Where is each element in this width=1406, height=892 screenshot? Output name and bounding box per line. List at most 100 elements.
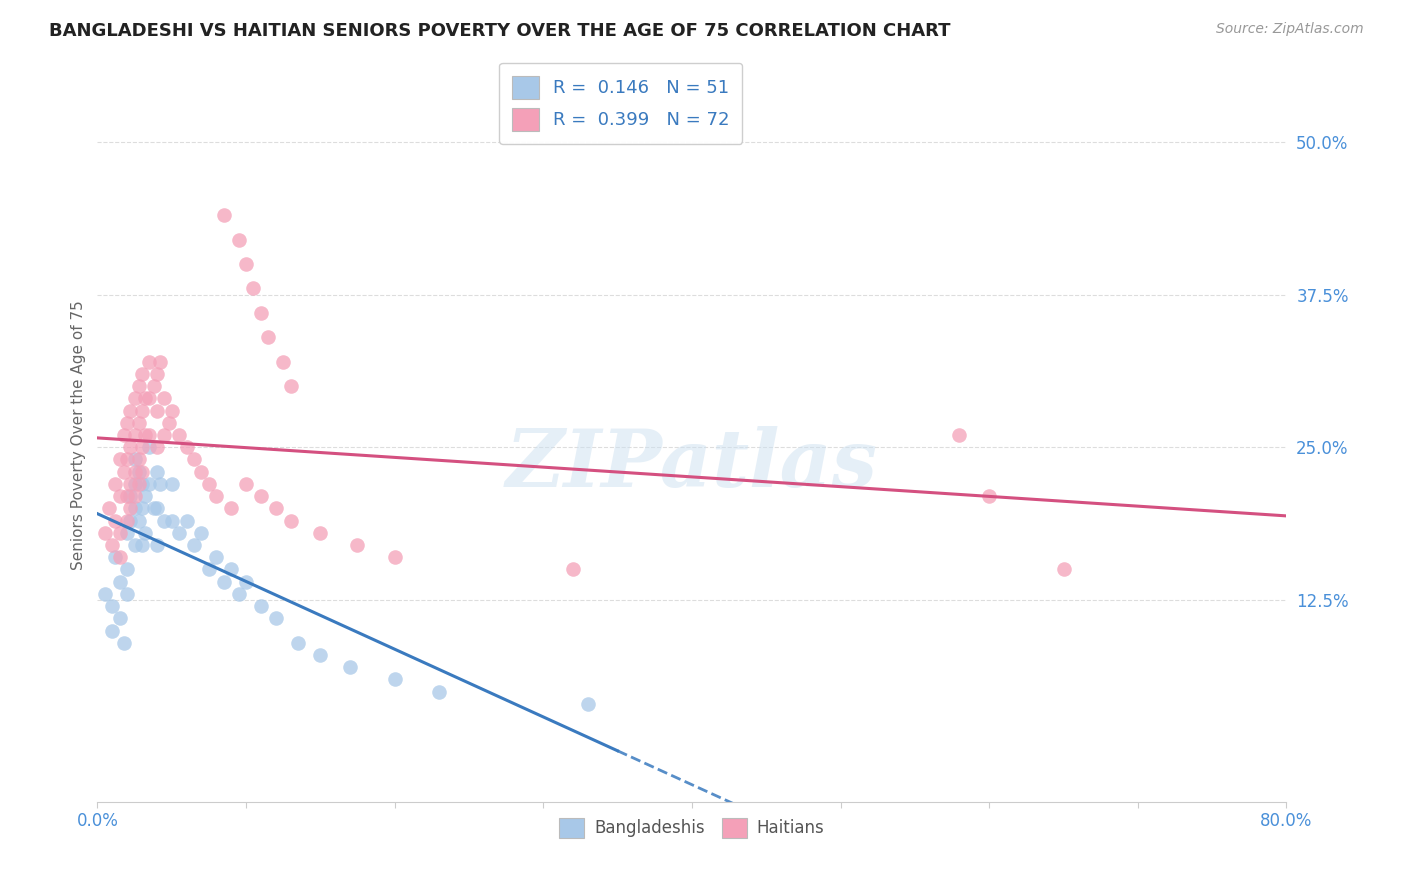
Point	[167, 525, 190, 540]
Point	[235, 477, 257, 491]
Point	[131, 538, 153, 552]
Point	[115, 452, 138, 467]
Point	[118, 514, 141, 528]
Point	[264, 501, 287, 516]
Point	[124, 392, 146, 406]
Point	[146, 501, 169, 516]
Point	[235, 574, 257, 589]
Point	[118, 403, 141, 417]
Point	[134, 525, 156, 540]
Point	[149, 355, 172, 369]
Point	[134, 392, 156, 406]
Point	[250, 489, 273, 503]
Point	[131, 477, 153, 491]
Point	[427, 684, 450, 698]
Point	[124, 501, 146, 516]
Point	[384, 673, 406, 687]
Point	[146, 403, 169, 417]
Point	[128, 477, 150, 491]
Point	[108, 525, 131, 540]
Point	[242, 281, 264, 295]
Y-axis label: Seniors Poverty Over the Age of 75: Seniors Poverty Over the Age of 75	[72, 301, 86, 570]
Text: ZIPatlas: ZIPatlas	[506, 425, 877, 503]
Point	[131, 465, 153, 479]
Point	[562, 562, 585, 576]
Point	[104, 514, 127, 528]
Point	[948, 428, 970, 442]
Point	[138, 428, 160, 442]
Point	[108, 550, 131, 565]
Point	[94, 525, 117, 540]
Point	[146, 367, 169, 381]
Point	[94, 587, 117, 601]
Point	[101, 538, 124, 552]
Point	[979, 489, 1001, 503]
Point	[138, 477, 160, 491]
Text: BANGLADESHI VS HAITIAN SENIORS POVERTY OVER THE AGE OF 75 CORRELATION CHART: BANGLADESHI VS HAITIAN SENIORS POVERTY O…	[49, 22, 950, 40]
Point	[115, 416, 138, 430]
Point	[167, 428, 190, 442]
Point	[219, 562, 242, 576]
Point	[138, 355, 160, 369]
Point	[115, 562, 138, 576]
Point	[124, 452, 146, 467]
Point	[183, 538, 205, 552]
Point	[142, 501, 165, 516]
Point	[112, 465, 135, 479]
Point	[104, 477, 127, 491]
Text: Source: ZipAtlas.com: Source: ZipAtlas.com	[1216, 22, 1364, 37]
Point	[101, 599, 124, 613]
Point	[271, 355, 294, 369]
Point	[264, 611, 287, 625]
Point	[138, 392, 160, 406]
Point	[212, 574, 235, 589]
Point	[101, 624, 124, 638]
Point	[250, 599, 273, 613]
Point	[142, 379, 165, 393]
Point	[98, 501, 121, 516]
Point	[112, 428, 135, 442]
Point	[124, 477, 146, 491]
Point	[112, 636, 135, 650]
Point	[280, 379, 302, 393]
Point	[176, 514, 198, 528]
Point	[128, 416, 150, 430]
Point	[198, 562, 221, 576]
Point	[134, 428, 156, 442]
Point	[257, 330, 280, 344]
Point	[108, 489, 131, 503]
Point	[287, 636, 309, 650]
Point	[160, 403, 183, 417]
Point	[205, 489, 228, 503]
Point	[131, 440, 153, 454]
Point	[115, 587, 138, 601]
Point	[205, 550, 228, 565]
Point	[176, 440, 198, 454]
Point	[1052, 562, 1074, 576]
Point	[124, 465, 146, 479]
Point	[124, 428, 146, 442]
Point	[146, 440, 169, 454]
Point	[124, 538, 146, 552]
Point	[131, 403, 153, 417]
Point	[146, 538, 169, 552]
Point	[146, 465, 169, 479]
Point	[153, 392, 176, 406]
Point	[128, 452, 150, 467]
Point	[115, 489, 138, 503]
Point	[309, 525, 332, 540]
Point	[198, 477, 221, 491]
Point	[153, 514, 176, 528]
Point	[235, 257, 257, 271]
Point	[118, 440, 141, 454]
Point	[131, 367, 153, 381]
Point	[250, 306, 273, 320]
Point	[131, 501, 153, 516]
Point	[128, 379, 150, 393]
Point	[280, 514, 302, 528]
Point	[149, 477, 172, 491]
Point	[108, 574, 131, 589]
Point	[128, 514, 150, 528]
Point	[339, 660, 361, 674]
Point	[309, 648, 332, 662]
